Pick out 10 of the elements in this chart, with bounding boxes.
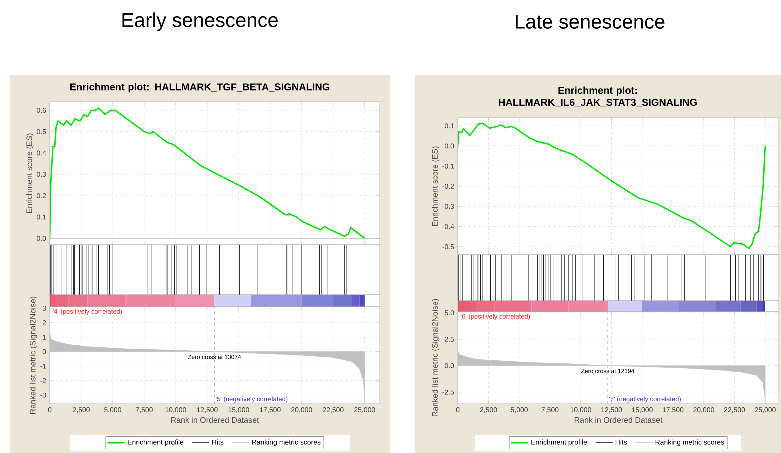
x-axis-title: Rank in Ordered Dataset <box>171 417 260 424</box>
chart-title: Late senescence <box>516 15 665 29</box>
y-axis-title: Ranked list metric (Signal2Noise) <box>432 299 440 416</box>
chart-subtitle: Enrichment plot: HALLMARK_TGF_BETA_SIGNALING <box>70 83 330 93</box>
y-axis-title: Enrichment score (ES) <box>432 146 440 226</box>
chart-title: Early senescence <box>122 12 278 32</box>
y-axis-title: Enrichment score (ES) <box>26 134 34 214</box>
x-axis-title: Rank in Ordered Dataset <box>574 417 663 424</box>
y-axis-title: Ranked list metric (Signal2Noise) <box>30 296 38 414</box>
chart-subtitle: Enrichment plot: HALLMARK_IL6_JAK_STAT3_SIGNALING <box>499 86 697 108</box>
